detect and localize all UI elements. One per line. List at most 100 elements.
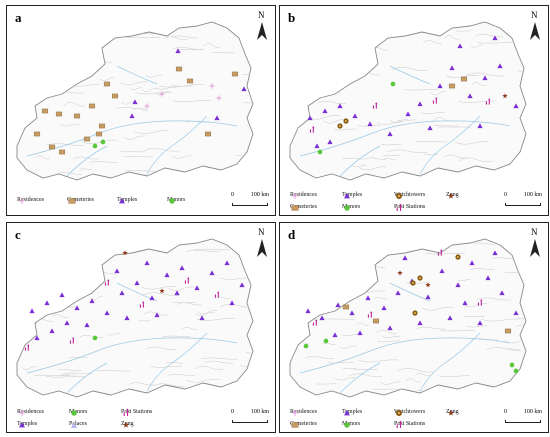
temple-site-marker [239,282,245,288]
legend-item-temple: Temples [17,421,37,428]
legend-label: Cemeteries [290,421,317,427]
temple-site-marker [44,300,50,306]
post-site-marker [214,291,220,298]
temple-site-marker [104,310,110,316]
north-arrow: N [528,10,542,42]
temple-site-marker [34,335,40,341]
temple-site-marker [492,35,498,41]
post-site-marker [69,337,75,344]
legend-label: Watchtowers [394,409,426,415]
scale-start-label: 0 [504,409,507,415]
legend-item-post: Post Stations [121,409,152,416]
cemetery-site-marker [460,76,468,82]
map-panel-b: b N 0 100 km Residences Temples Watchtower… [279,5,549,216]
temple-site-marker [485,275,491,281]
temple-site-marker [455,282,461,288]
map-legend: Residences Temples Watchtowers Zong Cemeteri… [290,405,500,431]
temple-site-marker [194,285,200,291]
scale-start-label: 0 [231,409,234,415]
cemetery-site-marker [103,81,111,87]
post-site-marker [139,301,145,308]
temple-site-marker [174,290,180,296]
post-site-marker [477,299,483,306]
temple-site-marker [427,125,433,131]
legend-item-residence: Residences [290,192,317,199]
temple-site-marker [482,75,488,81]
legend-item-manor: Manors [167,197,185,204]
legend-item-watchtower: Watchtowers [394,192,426,199]
cemetery-site-marker [41,108,49,114]
post-site-marker [309,126,315,133]
legend-item-zong: Zong [446,192,459,199]
post-site-marker [312,319,318,326]
legend-label: Residences [17,197,44,203]
temple-site-marker [367,121,373,127]
legend-item-temple: Temples [342,192,362,199]
temple-site-marker [332,332,338,338]
legend-item-manor: Manors [69,409,87,416]
temple-site-marker [49,328,55,334]
scale-bar: 0 100 km [231,192,269,210]
temple-site-marker [319,315,325,321]
region-map [289,238,527,398]
legend-label: Temples [117,197,138,203]
temple-site-marker [467,93,473,99]
cemetery-symbol-icon [291,205,299,211]
legend-label: Manors [342,421,361,427]
zong-symbol-icon [447,192,455,199]
temple-site-marker [417,101,423,107]
legend-label: Residences [290,409,317,415]
zong-site-marker [502,93,508,99]
cemetery-site-marker [111,93,119,99]
scale-bar: 0 100 km [504,192,542,210]
terrain-contours [22,28,253,177]
scale-bar-line [505,203,541,206]
temple-site-marker [305,308,311,314]
manor-symbol-icon [344,422,350,428]
legend-item-post: Post Stations [394,421,425,428]
legend-item-residence: Residences [17,197,44,204]
temple-symbol-icon [344,410,350,416]
north-arrow: N [528,227,542,259]
temple-site-marker [132,99,138,105]
temple-site-marker [387,131,393,137]
temple-site-marker [314,143,320,149]
temple-site-marker [357,330,363,336]
scale-end-label: 100 km [523,192,542,198]
temple-symbol-icon [19,422,25,428]
cemetery-symbol-icon [291,422,299,428]
temple-site-marker [114,268,120,274]
post-symbol-icon [396,204,402,211]
temple-site-marker [179,265,185,271]
post-site-marker [485,98,491,105]
region-map [289,21,527,181]
temple-site-marker [149,295,155,301]
manor-symbol-icon [344,205,350,211]
scale-start-label: 0 [504,192,507,198]
cemetery-site-marker [231,71,239,77]
temple-site-marker [417,320,423,326]
legend-label: Residences [290,192,317,198]
cemetery-site-marker [504,328,512,334]
temple-site-marker [492,250,498,256]
legend-item-zong: Zong [446,409,459,416]
legend-item-temple: Temples [342,409,362,416]
north-letter: N [531,227,538,237]
legend-item-cemetery: Cemeteries [290,204,317,211]
residence-site-marker [159,91,165,97]
legend-label: Watchtowers [394,192,426,198]
temple-site-marker [457,43,463,49]
zong-site-marker [122,250,128,256]
legend-item-zong: Zong [121,421,134,428]
legend-label: Manors [342,204,361,210]
legend-item-post: Post Stations [394,204,426,211]
legend-label: Post Stations [394,204,426,210]
residence-symbol-icon [292,193,298,199]
panel-label: d [288,227,296,242]
temple-site-marker [84,322,90,328]
zong-site-marker [159,288,165,294]
north-arrow-icon [530,22,540,40]
temple-site-marker [335,302,341,308]
temple-symbol-icon [344,193,350,199]
legend-item-watchtower: Watchtowers [394,409,426,416]
